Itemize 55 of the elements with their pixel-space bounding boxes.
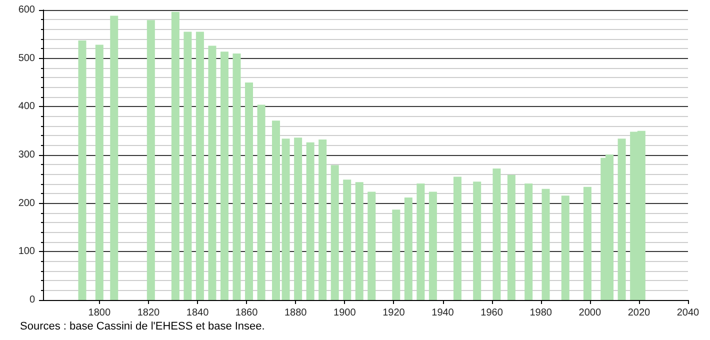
bar <box>196 32 204 300</box>
bar <box>146 20 155 300</box>
bar <box>78 40 86 300</box>
bar <box>95 44 104 300</box>
x-tick-label: 1840 <box>186 308 210 318</box>
bar <box>453 176 462 300</box>
bar <box>294 138 302 300</box>
bar <box>524 184 533 300</box>
bar <box>355 182 364 300</box>
bar <box>368 192 376 300</box>
bar <box>561 196 570 300</box>
bar <box>110 16 118 300</box>
x-tick-label: 2040 <box>676 308 700 318</box>
x-tick-label: 1920 <box>382 308 406 318</box>
y-tick-label: 600 <box>18 4 36 16</box>
x-tick-label: 1900 <box>334 308 356 318</box>
bar <box>583 186 592 300</box>
bar <box>330 165 339 300</box>
bar <box>257 104 266 300</box>
y-tick-label: 500 <box>18 52 36 64</box>
bar <box>392 210 400 300</box>
bar <box>416 184 425 300</box>
y-tick-label: 100 <box>18 246 36 258</box>
x-tick-label: 1820 <box>137 308 160 318</box>
bar <box>473 182 482 300</box>
bar <box>184 32 192 300</box>
bar <box>507 174 516 300</box>
bar <box>318 140 327 300</box>
bar <box>208 46 216 300</box>
x-tick-label: 1880 <box>284 308 308 318</box>
bar <box>306 142 314 300</box>
bar <box>618 138 626 300</box>
x-tick-label: 1980 <box>530 308 552 318</box>
source-note: Sources : base Cassini de l'EHESS et base Insee. <box>20 320 265 332</box>
x-tick-label: 2020 <box>628 308 651 318</box>
bar <box>245 82 254 300</box>
y-tick-label: 0 <box>29 294 36 306</box>
bar <box>542 188 550 300</box>
y-tick-label: 300 <box>18 150 36 160</box>
x-tick-label: 1960 <box>480 308 504 318</box>
bar <box>232 54 241 300</box>
x-tick-label: 1940 <box>432 308 454 318</box>
x-tick-label: 2000 <box>578 308 602 318</box>
bar <box>220 52 228 300</box>
bar <box>272 120 280 300</box>
bar <box>171 12 180 300</box>
bar <box>428 192 437 300</box>
x-tick-label: 1860 <box>235 308 258 318</box>
bar <box>492 168 501 300</box>
y-tick-label: 200 <box>18 198 36 209</box>
bar <box>404 198 412 300</box>
y-tick-label: 400 <box>18 101 36 112</box>
bar <box>343 180 352 300</box>
x-tick-label: 1800 <box>88 308 111 318</box>
bar <box>282 138 290 300</box>
